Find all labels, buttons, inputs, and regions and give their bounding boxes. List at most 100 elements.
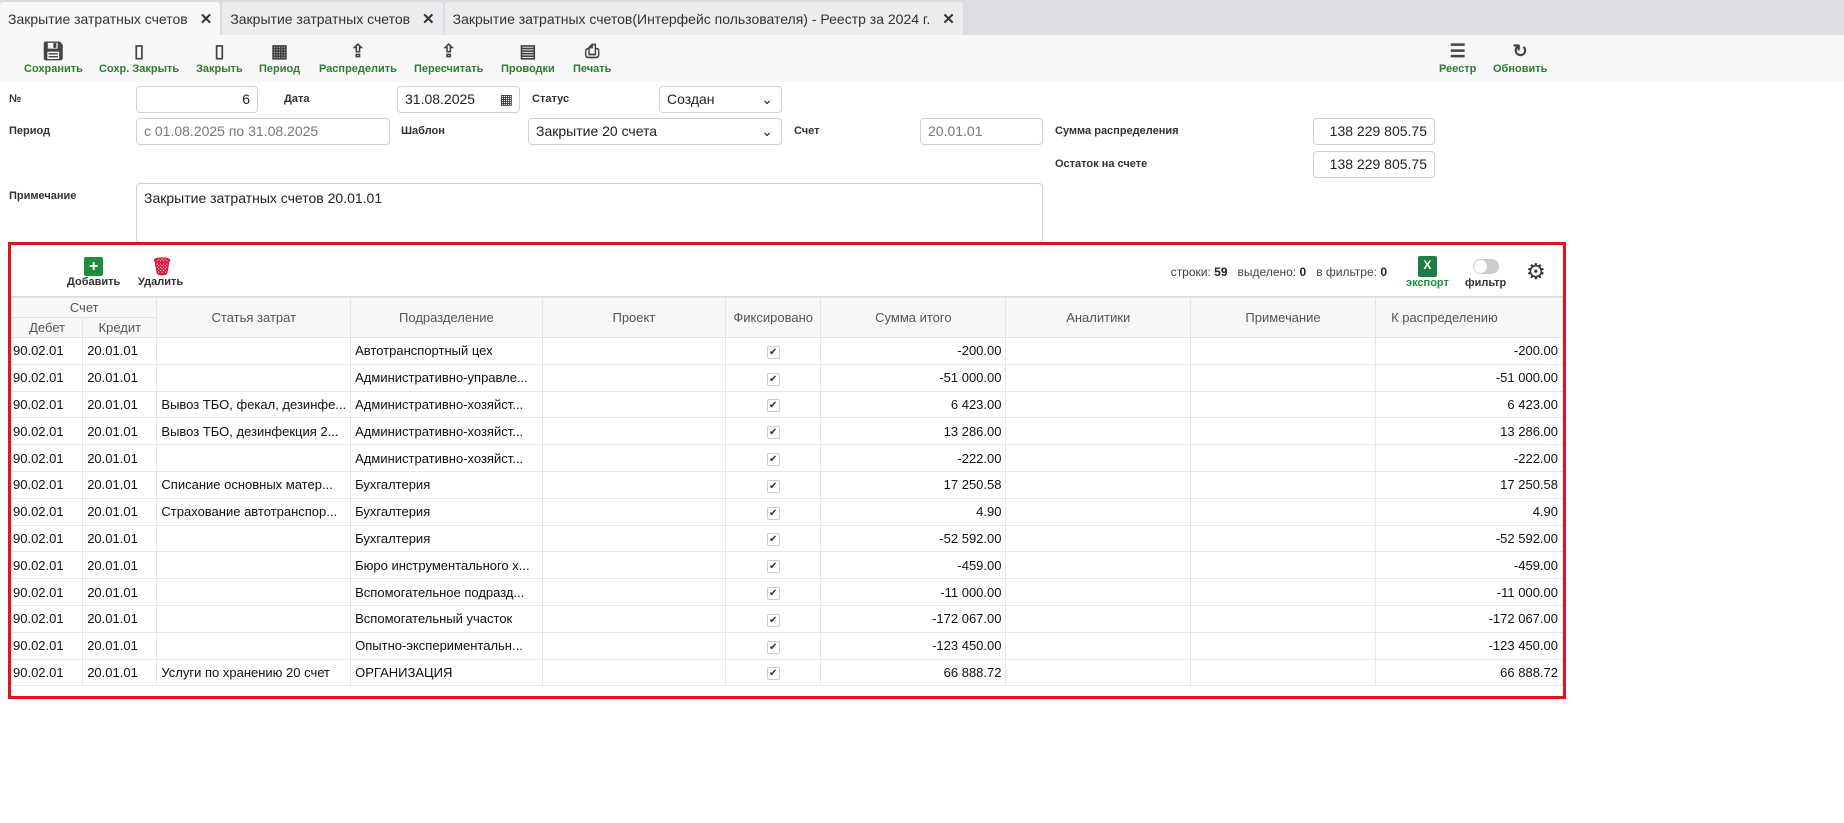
account-field[interactable]: 20.01.01	[920, 118, 1043, 145]
cell-note[interactable]	[1189, 390, 1377, 419]
cell-cost-item[interactable]	[156, 578, 352, 606]
cell-fixed[interactable]: ✔	[725, 444, 822, 472]
cell-department[interactable]: Автотранспортный цех	[350, 337, 543, 365]
cell-cost-item[interactable]: Страхование автотранспор...	[156, 497, 352, 526]
cell-note[interactable]	[1189, 631, 1377, 660]
cell-total[interactable]: -172 067.00	[820, 604, 1007, 633]
checkbox[interactable]: ✔	[766, 587, 780, 601]
col-project[interactable]: Проект	[541, 297, 727, 338]
cell-project[interactable]	[541, 337, 727, 365]
cell-credit[interactable]: 20.01.01	[82, 470, 158, 499]
cell-analytics[interactable]	[1005, 524, 1191, 553]
cell-department[interactable]: Бюро инструментального х...	[350, 551, 543, 580]
col-cost-item[interactable]: Статья затрат	[156, 297, 352, 338]
table-row[interactable]: 90.02.01 20.01.01 Вывоз ТБО, дезинфекция 2…	[11, 417, 1563, 446]
cell-fixed[interactable]: ✔	[725, 337, 822, 365]
col-to-distribute[interactable]: К распределению	[1375, 297, 1563, 338]
save-button[interactable]: 💾︎ Сохранить	[24, 39, 83, 75]
date-field[interactable]: 31.08.2025 ▦	[397, 86, 520, 113]
table-row[interactable]: 90.02.01 20.01.01 Вывоз ТБО, фекал, дезинф…	[11, 390, 1563, 419]
table-row[interactable]: 90.02.01 20.01.01 Вспомогательный участок ✔…	[11, 604, 1563, 633]
table-row[interactable]: 90.02.01 20.01.01 Бухгалтерия ✔ -52 592.00 -5…	[11, 524, 1563, 553]
checkbox[interactable]: ✔	[766, 479, 780, 493]
col-fixed[interactable]: Фиксировано	[725, 297, 822, 338]
cell-project[interactable]	[541, 631, 727, 660]
number-field[interactable]: 6	[136, 86, 258, 113]
cell-to-distribute[interactable]: -11 000.00	[1375, 578, 1563, 606]
cell-fixed[interactable]: ✔	[725, 524, 822, 553]
cell-department[interactable]: Административно-хозяйст...	[350, 417, 543, 446]
cell-debit[interactable]: 90.02.01	[11, 390, 84, 419]
cell-total[interactable]: 17 250.58	[820, 470, 1007, 499]
cell-cost-item[interactable]	[156, 551, 352, 580]
cell-to-distribute[interactable]: -200.00	[1375, 337, 1563, 365]
filter-toggle[interactable]: фильтр	[1465, 256, 1506, 289]
cell-total[interactable]: -123 450.00	[820, 631, 1007, 660]
checkbox[interactable]: ✔	[766, 533, 780, 547]
cell-credit[interactable]: 20.01.01	[82, 524, 158, 553]
cell-analytics[interactable]	[1005, 444, 1191, 472]
cell-project[interactable]	[541, 497, 727, 526]
cell-to-distribute[interactable]: -52 592.00	[1375, 524, 1563, 553]
cell-fixed[interactable]: ✔	[725, 390, 822, 419]
cell-credit[interactable]: 20.01.01	[82, 363, 158, 392]
cell-note[interactable]	[1189, 524, 1377, 553]
cell-note[interactable]	[1189, 578, 1377, 606]
cell-total[interactable]: -222.00	[820, 444, 1007, 472]
checkbox[interactable]: ✔	[766, 667, 780, 681]
cell-total[interactable]: -200.00	[820, 337, 1007, 365]
cell-debit[interactable]: 90.02.01	[11, 524, 84, 553]
close-button[interactable]: ▯ Закрыть	[196, 39, 243, 75]
checkbox[interactable]: ✔	[766, 345, 780, 359]
cell-department[interactable]: Бухгалтерия	[350, 470, 543, 499]
cell-department[interactable]: Вспомогательный участок	[350, 604, 543, 633]
add-button[interactable]: + Добавить	[67, 257, 120, 288]
cell-project[interactable]	[541, 604, 727, 633]
tab-closing-2[interactable]: Закрытие затратных счетов ✕	[222, 2, 443, 35]
checkbox[interactable]: ✔	[766, 613, 780, 627]
cell-cost-item[interactable]: Списание основных матер...	[156, 470, 352, 499]
close-icon[interactable]: ✕	[199, 10, 213, 28]
cell-cost-item[interactable]	[156, 337, 352, 365]
cell-debit[interactable]: 90.02.01	[11, 604, 84, 633]
save-close-button[interactable]: ▯ Сохр. Закрыть	[99, 39, 179, 75]
postings-button[interactable]: ▤ Проводки	[501, 39, 555, 75]
cell-fixed[interactable]: ✔	[725, 497, 822, 526]
cell-cost-item[interactable]	[156, 604, 352, 633]
template-select[interactable]: Закрытие 20 счета ⌄	[528, 118, 782, 145]
cell-analytics[interactable]	[1005, 337, 1191, 365]
cell-project[interactable]	[541, 390, 727, 419]
cell-cost-item[interactable]: Вывоз ТБО, фекал, дезинфе...	[156, 390, 352, 419]
cell-department[interactable]: Административно-хозяйст...	[350, 390, 543, 419]
cell-analytics[interactable]	[1005, 417, 1191, 446]
cell-debit[interactable]: 90.02.01	[11, 578, 84, 606]
cell-fixed[interactable]: ✔	[725, 578, 822, 606]
cell-total[interactable]: 13 286.00	[820, 417, 1007, 446]
col-department[interactable]: Подразделение	[350, 297, 543, 338]
cell-debit[interactable]: 90.02.01	[11, 363, 84, 392]
cell-note[interactable]	[1189, 497, 1377, 526]
cell-cost-item[interactable]	[156, 363, 352, 392]
cell-to-distribute[interactable]: 17 250.58	[1375, 470, 1563, 499]
cell-analytics[interactable]	[1005, 578, 1191, 606]
note-textarea[interactable]: Закрытие затратных счетов 20.01.01	[136, 183, 1043, 243]
cell-analytics[interactable]	[1005, 390, 1191, 419]
cell-total[interactable]: -459.00	[820, 551, 1007, 580]
col-debit[interactable]: Дебет	[11, 317, 84, 338]
cell-total[interactable]: 4.90	[820, 497, 1007, 526]
refresh-button[interactable]: ↻ Обновить	[1493, 39, 1547, 75]
col-note[interactable]: Примечание	[1189, 297, 1377, 338]
cell-to-distribute[interactable]: -172 067.00	[1375, 604, 1563, 633]
cell-department[interactable]: Административно-хозяйст...	[350, 444, 543, 472]
cell-to-distribute[interactable]: -459.00	[1375, 551, 1563, 580]
cell-analytics[interactable]	[1005, 658, 1191, 687]
cell-fixed[interactable]: ✔	[725, 658, 822, 687]
table-row[interactable]: 90.02.01 20.01.01 Услуги по хранению 20 сч…	[11, 658, 1563, 687]
period-field[interactable]: с 01.08.2025 по 31.08.2025	[136, 118, 390, 145]
distribute-button[interactable]: ⇪ Распределить	[319, 39, 397, 75]
table-row[interactable]: 90.02.01 20.01.01 Административно-хозяйст.…	[11, 444, 1563, 472]
col-credit[interactable]: Кредит	[82, 317, 158, 338]
cell-department[interactable]: Опытно-экспериментальн...	[350, 631, 543, 660]
col-total[interactable]: Сумма итого	[820, 297, 1007, 338]
recalc-button[interactable]: ⇪ Пересчитать	[414, 39, 483, 75]
